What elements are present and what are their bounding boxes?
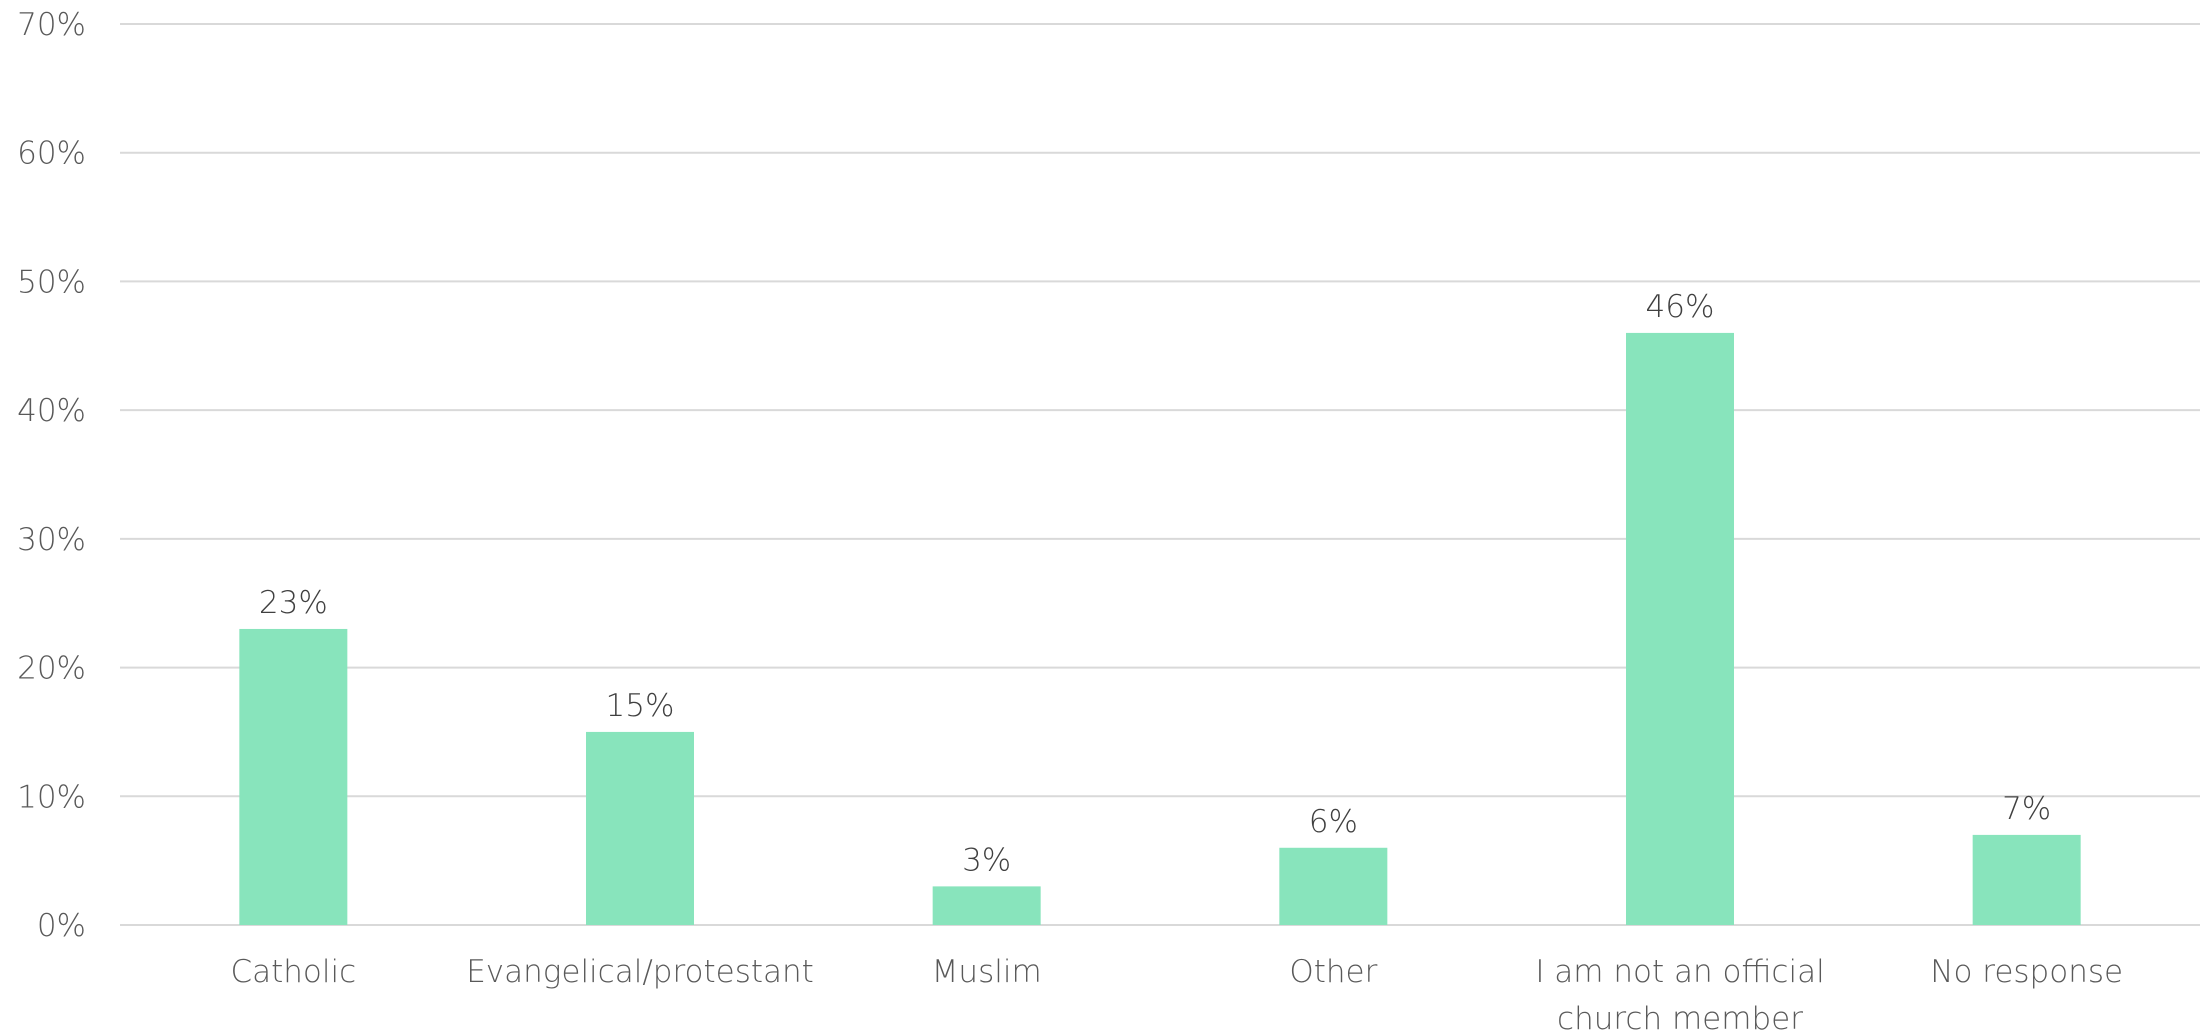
y-tick-label: 50%: [17, 264, 86, 300]
data-labels: 23% 15% 3% 6% 46% 7%: [259, 289, 2051, 878]
data-label: 3%: [962, 842, 1011, 878]
bar: [1626, 332, 1734, 925]
x-axis-category-labels: Catholic Evangelical/protestant Muslim Othe…: [230, 954, 2123, 1032]
bar: [586, 731, 694, 925]
category-label: Evangelical/protestant: [466, 954, 814, 990]
bar: [1279, 847, 1388, 925]
gridlines: [120, 23, 2200, 926]
category-label: church member: [1557, 1001, 1803, 1032]
data-label: 23%: [259, 585, 328, 621]
bar: [1972, 834, 2081, 925]
y-tick-label: 30%: [17, 522, 86, 558]
category-label: Catholic: [230, 954, 356, 990]
category-label: Muslim: [932, 954, 1042, 990]
bar: [239, 628, 348, 925]
data-label: 15%: [606, 688, 675, 724]
y-axis-tick-labels: 0% 10% 20% 30% 40% 50% 60% 70%: [17, 7, 86, 944]
data-label: 46%: [1646, 289, 1715, 325]
y-tick-label: 20%: [17, 651, 86, 687]
data-label: 6%: [1309, 804, 1358, 840]
data-label: 7%: [2002, 791, 2051, 827]
category-label: Other: [1289, 954, 1377, 990]
bar: [932, 886, 1041, 925]
y-tick-label: 60%: [17, 136, 86, 172]
y-tick-label: 70%: [17, 7, 86, 43]
y-tick-label: 0%: [37, 908, 86, 944]
category-label: No response: [1930, 954, 2123, 990]
y-tick-label: 40%: [17, 393, 86, 429]
category-label: I am not an official: [1535, 954, 1824, 990]
y-tick-label: 10%: [17, 779, 86, 815]
bars: [239, 332, 2081, 925]
